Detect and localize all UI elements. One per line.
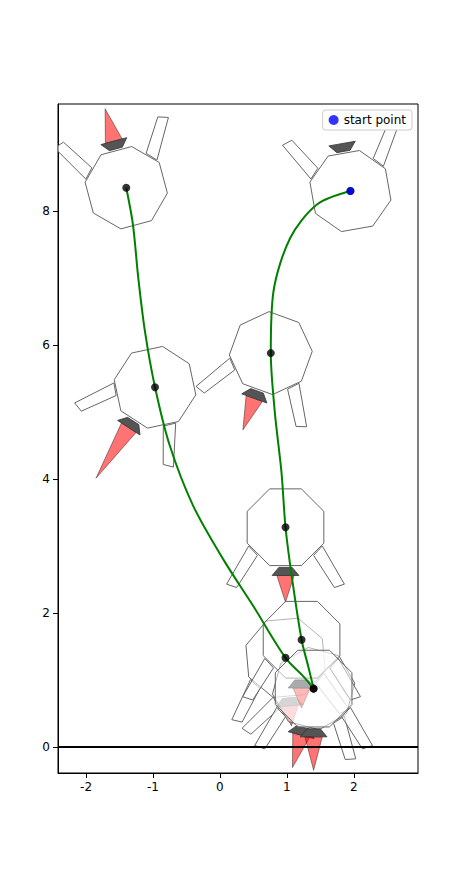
svg-text:1: 1: [283, 780, 291, 794]
svg-text:-2: -2: [80, 780, 92, 794]
svg-text:4: 4: [42, 472, 50, 486]
svg-text:start point: start point: [344, 113, 407, 127]
svg-text:6: 6: [42, 338, 50, 352]
svg-text:2: 2: [350, 780, 358, 794]
svg-text:0: 0: [216, 780, 224, 794]
svg-text:0: 0: [42, 740, 50, 754]
svg-text:8: 8: [42, 204, 50, 218]
svg-text:-1: -1: [147, 780, 159, 794]
svg-text:2: 2: [42, 606, 50, 620]
